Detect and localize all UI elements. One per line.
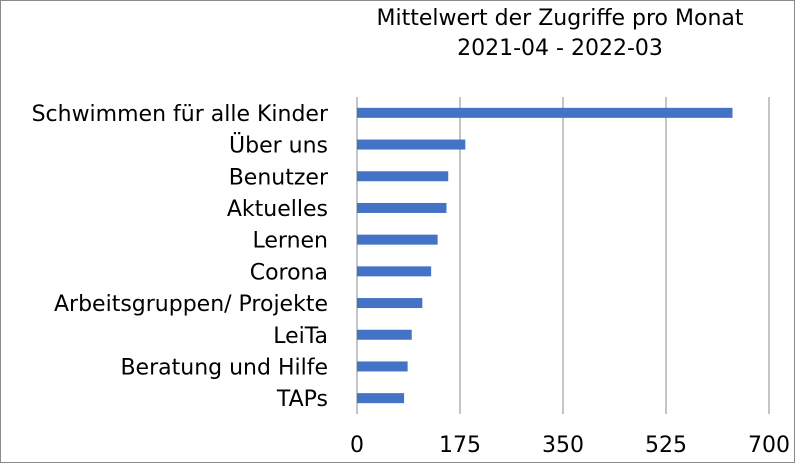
category-label: TAPs <box>276 387 328 412</box>
category-label: Lernen <box>253 229 329 254</box>
category-label: Über uns <box>229 133 328 159</box>
category-label: Beratung und Hilfe <box>120 355 328 380</box>
bar <box>357 329 412 340</box>
bar <box>357 361 408 372</box>
x-tick-label: 525 <box>645 433 687 458</box>
x-tick-label: 0 <box>350 433 364 458</box>
bar <box>357 171 449 182</box>
category-label: LeiTa <box>273 324 328 349</box>
bar <box>357 139 466 150</box>
bar <box>357 266 432 277</box>
bar <box>357 234 438 245</box>
x-tick-label: 700 <box>748 433 790 458</box>
category-label: Aktuelles <box>227 197 328 222</box>
category-label: Benutzer <box>229 165 329 190</box>
bar <box>357 107 733 118</box>
category-label: Corona <box>250 260 328 285</box>
x-tick-label: 350 <box>542 433 584 458</box>
gridlines <box>356 97 770 414</box>
category-label: Schwimmen für alle Kinder <box>32 102 329 127</box>
category-label: Arbeitsgruppen/ Projekte <box>54 292 328 317</box>
category-labels: Schwimmen für alle Kinder Über uns Benutze… <box>32 102 329 412</box>
chart-subtitle: 2021-04 - 2022-03 <box>457 36 663 61</box>
chart-title-block: Mittelwert der Zugriffe pro Monat 2021-0… <box>340 4 780 64</box>
bar <box>357 298 423 309</box>
x-axis-tick-labels: 0 175 350 525 700 <box>350 433 790 458</box>
bar <box>357 202 447 213</box>
bar <box>357 393 405 404</box>
chart-title: Mittelwert der Zugriffe pro Monat <box>376 6 744 31</box>
bars <box>357 107 733 404</box>
x-tick-label: 175 <box>439 433 481 458</box>
